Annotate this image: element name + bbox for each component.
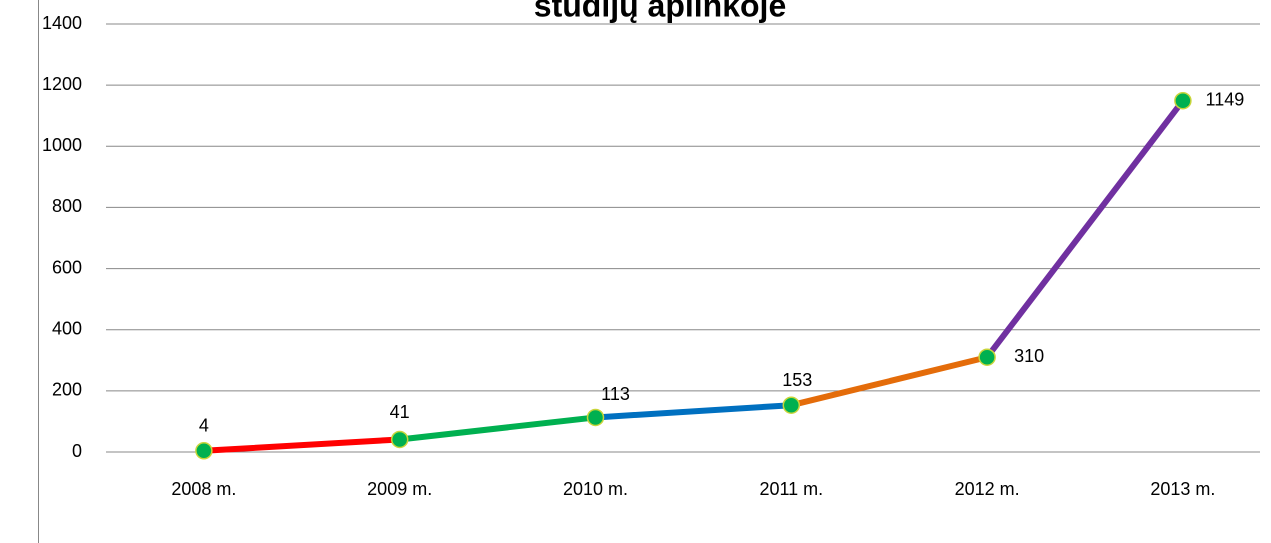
y-tick-label: 200 xyxy=(52,380,82,400)
x-tick-label: 2008 m. xyxy=(171,479,236,499)
x-tick-label: 2013 m. xyxy=(1150,479,1215,499)
line-segment xyxy=(984,97,1186,361)
y-tick-label: 400 xyxy=(52,318,82,338)
x-tick-label: 2012 m. xyxy=(955,479,1020,499)
marker xyxy=(195,442,213,460)
data-label: 41 xyxy=(390,402,410,422)
marker xyxy=(1174,91,1192,110)
y-tick-label: 1400 xyxy=(42,13,82,33)
data-label: 113 xyxy=(601,384,630,404)
x-tick-label: 2010 m. xyxy=(563,479,628,499)
marker xyxy=(586,408,605,427)
marker xyxy=(390,430,409,449)
data-label: 4 xyxy=(199,416,209,436)
data-label: 310 xyxy=(1014,346,1044,366)
marker xyxy=(782,396,801,414)
chart-title: studijų aplinkoje xyxy=(534,0,786,23)
y-tick-label: 1000 xyxy=(42,135,82,155)
y-tick-label: 0 xyxy=(72,441,82,461)
line-segment xyxy=(592,402,795,421)
marker xyxy=(978,348,996,366)
x-tick-label: 2011 m. xyxy=(759,479,823,499)
data-label: 153 xyxy=(782,370,812,390)
y-tick-label: 1200 xyxy=(42,74,82,94)
line-segment xyxy=(200,436,403,454)
line-segment xyxy=(788,354,991,409)
line-segment xyxy=(396,414,599,443)
y-tick-label: 600 xyxy=(52,257,82,277)
data-label: 1149 xyxy=(1206,89,1245,109)
x-tick-label: 2009 m. xyxy=(367,479,432,499)
y-tick-label: 800 xyxy=(52,196,82,216)
chart-frame xyxy=(38,0,39,543)
